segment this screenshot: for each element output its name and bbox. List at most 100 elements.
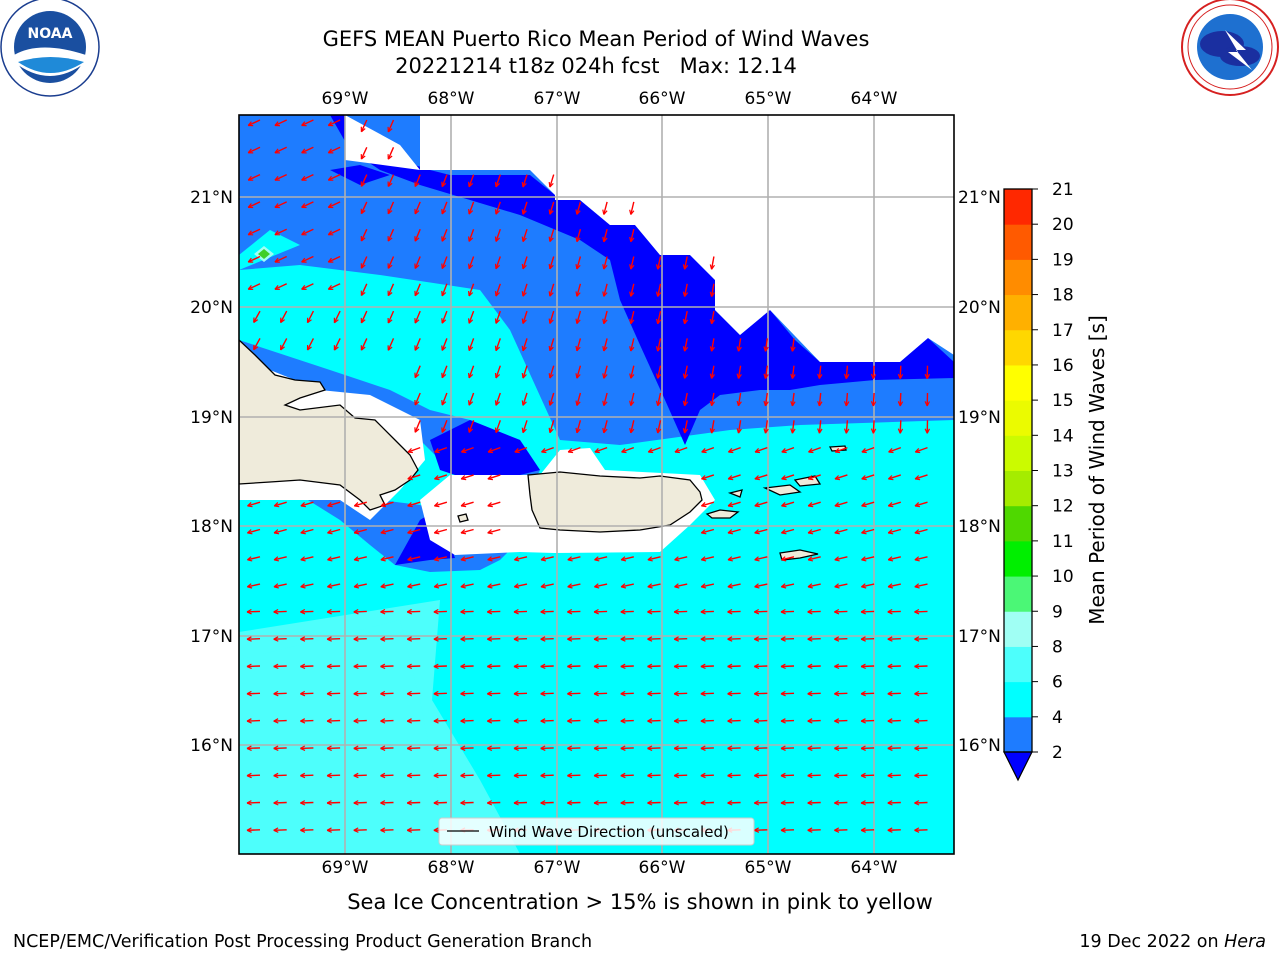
lat-label-left: 20°N [190,298,233,318]
direction-arrowhead [247,121,254,127]
direction-arrow [360,174,368,187]
lat-label-left: 16°N [190,736,233,756]
direction-arrow [380,638,394,640]
direction-arrow [522,420,528,433]
direction-arrow [630,310,635,324]
direction-arrow [540,638,554,640]
direction-arrowhead [575,345,581,352]
direction-arrow [487,610,501,613]
direction-arrowhead [727,475,734,481]
direction-arrowhead [727,663,733,670]
direction-arrowhead [727,636,733,642]
direction-arrowhead [540,583,546,589]
direction-arrow [834,501,848,507]
direction-arrow [914,583,928,588]
direction-arrow [274,146,287,154]
direction-arrowhead [326,636,332,642]
direction-arrowhead [360,345,366,351]
direction-arrowhead [441,181,447,188]
direction-arrow [380,774,394,777]
direction-arrowhead [673,608,680,615]
direction-arrowhead [860,827,866,833]
direction-arrow [780,747,795,750]
direction-arrowhead [514,556,520,562]
direction-arrowhead [567,583,573,589]
direction-arrow [327,501,341,507]
direction-arrowhead [655,291,662,297]
direction-arrow [247,283,261,290]
direction-arrowhead [406,827,413,833]
direction-arrow [461,446,474,453]
direction-arrowhead [700,502,707,508]
direction-arrowhead [433,690,439,697]
direction-arrowhead [655,400,662,407]
direction-arrowhead [273,718,279,724]
direction-arrow [657,420,662,434]
direction-arrowhead [620,556,627,562]
direction-arrowhead [441,345,447,351]
direction-arrow [246,665,261,668]
direction-arrow [354,528,367,534]
direction-arrow [328,173,341,181]
direction-arrowhead [246,636,252,642]
lat-label-left: 21°N [190,188,233,208]
direction-arrow [914,528,928,534]
direction-arrow [674,556,688,561]
direction-arrow [441,256,448,269]
direction-arrowhead [861,475,867,481]
direction-arrowhead [807,772,813,779]
direction-arrow [834,610,848,613]
direction-arrowhead [280,317,285,324]
direction-arrow [441,174,448,187]
direction-arrow [594,583,608,588]
colorbar-segment [1004,189,1032,225]
direction-arrow [834,474,848,480]
direction-arrow [407,474,421,480]
direction-arrowhead [575,373,581,379]
map-legend: Wind Wave Direction (unscaled) [438,817,755,846]
direction-arrow [648,446,661,453]
direction-arrowhead [460,800,466,806]
direction-arrow [434,501,448,507]
direction-arrowhead [513,608,519,615]
direction-arrowhead [326,690,332,697]
direction-arrowhead [861,447,867,454]
direction-arrowhead [629,236,635,243]
colorbar-segment [1004,611,1032,647]
direction-arrow [781,474,795,480]
direction-arrowhead [780,690,786,697]
direction-arrowhead [434,447,440,454]
direction-arrowhead [301,175,307,181]
direction-arrow [647,638,661,640]
direction-arrow [754,774,768,777]
direction-arrowhead [487,447,494,454]
direction-arrowhead [494,318,501,324]
direction-arrowhead [682,400,689,407]
direction-arrow [487,801,501,804]
direction-arrowhead [487,690,493,697]
direction-arrow [434,583,448,588]
direction-arrow [495,256,501,270]
direction-arrowhead [887,827,893,833]
direction-arrow [495,420,501,433]
direction-arrowhead [754,447,761,454]
direction-arrow [845,420,849,434]
direction-arrowhead [834,745,840,751]
direction-arrowhead [834,529,840,535]
direction-arrowhead [407,447,413,454]
colorbar-tick-label: 14 [1052,426,1074,446]
direction-arrowhead [620,608,626,615]
direction-arrowhead [300,800,306,806]
direction-arrowhead [513,636,519,642]
direction-arrow [594,638,608,640]
direction-arrowhead [273,745,279,751]
direction-arrow [567,692,581,695]
direction-arrow [407,446,421,453]
direction-arrow [861,801,875,804]
direction-arrowhead [433,608,439,615]
direction-arrow [914,474,928,480]
direction-arrowhead [246,690,252,697]
direction-arrow [861,501,875,507]
direction-arrow [914,719,928,722]
direction-arrow [541,446,554,453]
